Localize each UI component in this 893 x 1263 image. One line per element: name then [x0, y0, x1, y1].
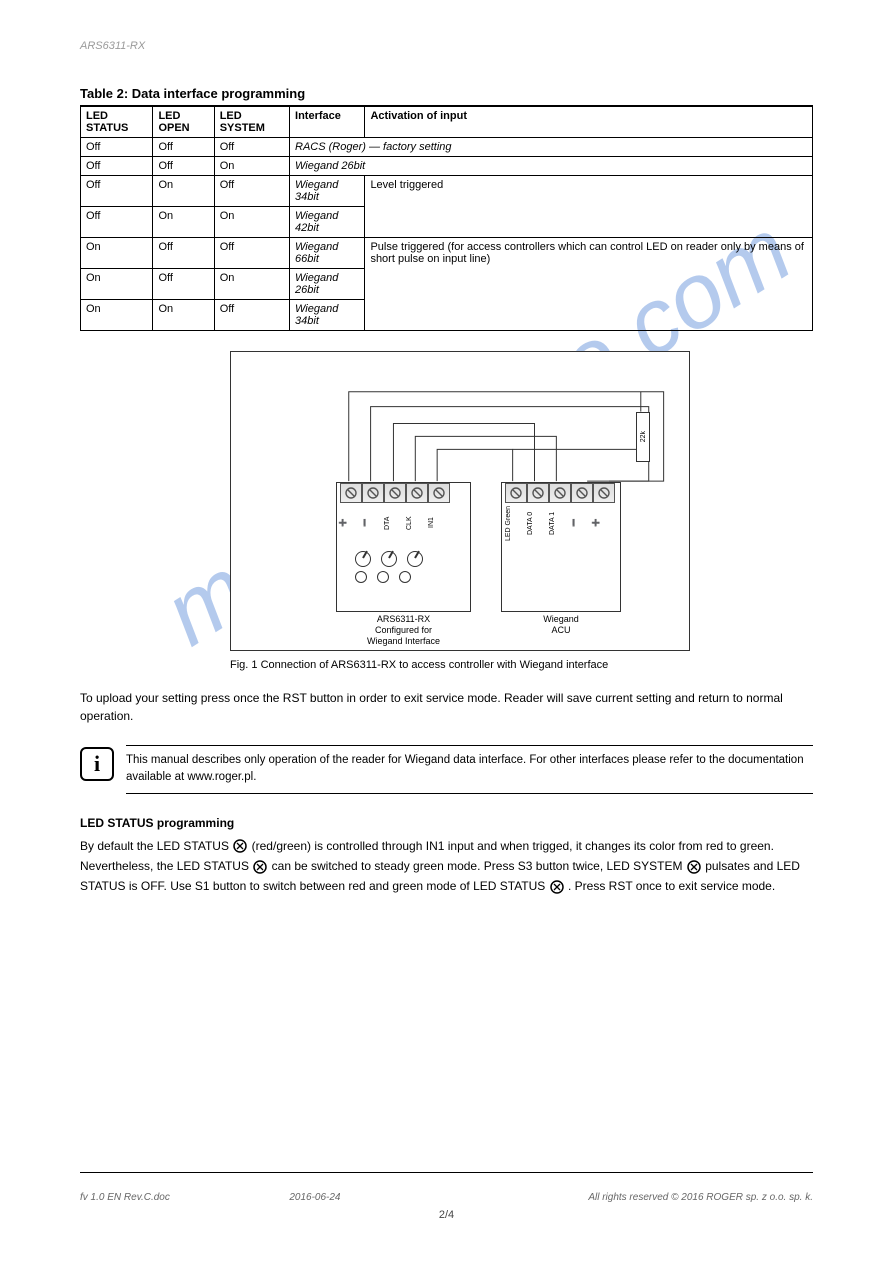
info-icon: i: [80, 747, 114, 781]
terminal-icon: [384, 483, 406, 503]
hole-icon: [355, 571, 367, 583]
terminal-icon: [362, 483, 384, 503]
table-row: On Off Off Wiegand 66bit Pulse triggered…: [81, 238, 813, 269]
page-number: 2/4: [80, 1209, 813, 1221]
table-row: Off On Off Wiegand 34bit Level triggered: [81, 176, 813, 207]
knob-icon: [407, 551, 423, 567]
terminal-label: ➕: [340, 503, 362, 543]
col-activation: Activation of input: [365, 107, 813, 138]
led-icon: [549, 879, 565, 895]
terminal-icon: [428, 483, 450, 503]
hole-icon: [399, 571, 411, 583]
device-acu: LED Green DATA 0 DATA 1 ➖ ➕: [501, 482, 621, 612]
footer-center: 2016-06-24: [289, 1192, 340, 1203]
activation-pulse: Pulse triggered (for access controllers …: [365, 238, 813, 331]
activation-level: Level triggered: [365, 176, 813, 238]
terminal-icon: [406, 483, 428, 503]
section-body: By default the LED STATUS (red/green) is…: [80, 836, 813, 897]
section-heading: LED STATUS programming: [80, 816, 813, 830]
col-led-system: LED SYSTEM: [214, 107, 289, 138]
terminal-label: DATA 0: [527, 503, 549, 543]
terminal-label: ➖: [571, 503, 593, 543]
hole-icon: [377, 571, 389, 583]
knob-icon: [355, 551, 371, 567]
device-label-reader: ARS6311-RX Configured for Wiegand Interf…: [336, 614, 471, 646]
resistor: 22k: [636, 412, 650, 462]
terminal-label: DATA 1: [549, 503, 571, 543]
terminal-label: IN1: [428, 503, 450, 543]
terminal-icon: [571, 483, 593, 503]
terminal-label: DTA: [384, 503, 406, 543]
product-header: ARS6311-RX: [80, 40, 813, 52]
upload-note: To upload your setting press once the RS…: [80, 689, 813, 725]
terminal-icon: [549, 483, 571, 503]
table-row: Off Off Off RACS (Roger) — factory setti…: [81, 138, 813, 157]
terminal-icon: [505, 483, 527, 503]
device-label-acu: Wiegand ACU: [501, 614, 621, 636]
table-row: Off Off On Wiegand 26bit: [81, 157, 813, 176]
terminal-label: CLK: [406, 503, 428, 543]
led-icon: [232, 838, 248, 854]
info-text: This manual describes only operation of …: [126, 745, 813, 794]
col-interface: Interface: [290, 107, 365, 138]
led-icon: [686, 859, 702, 875]
footer-right: All rights reserved © 2016 ROGER sp. z o…: [588, 1192, 813, 1203]
col-led-status: LED STATUS: [81, 107, 153, 138]
footer-divider: [80, 1172, 813, 1173]
terminal-label: ➖: [362, 503, 384, 543]
knob-icon: [381, 551, 397, 567]
device-reader: ➕ ➖ DTA CLK IN1: [336, 482, 471, 612]
figure-caption: Fig. 1 Connection of ARS6311-RX to acces…: [230, 659, 813, 671]
terminal-label: LED Green: [505, 503, 527, 543]
holes: [355, 571, 470, 583]
table-title: Table 2: Data interface programming: [80, 86, 813, 106]
table-header-row: LED STATUS LED OPEN LED SYSTEM Interface…: [81, 107, 813, 138]
page-footer: fv 1.0 EN Rev.C.doc 2016-06-24 All right…: [80, 1192, 813, 1203]
terminal-label: ➕: [593, 503, 615, 543]
info-box: i This manual describes only operation o…: [80, 745, 813, 794]
led-icon: [252, 859, 268, 875]
terminal-icon: [593, 483, 615, 503]
interface-table: LED STATUS LED OPEN LED SYSTEM Interface…: [80, 106, 813, 331]
terminal-icon: [527, 483, 549, 503]
col-led-open: LED OPEN: [153, 107, 214, 138]
wiring-diagram: 22k ➕ ➖ DTA CLK IN1: [230, 351, 690, 651]
footer-left: fv 1.0 EN Rev.C.doc: [80, 1192, 170, 1203]
page-content: ARS6311-RX Table 2: Data interface progr…: [80, 40, 813, 897]
terminal-icon: [340, 483, 362, 503]
knobs: [355, 551, 470, 567]
